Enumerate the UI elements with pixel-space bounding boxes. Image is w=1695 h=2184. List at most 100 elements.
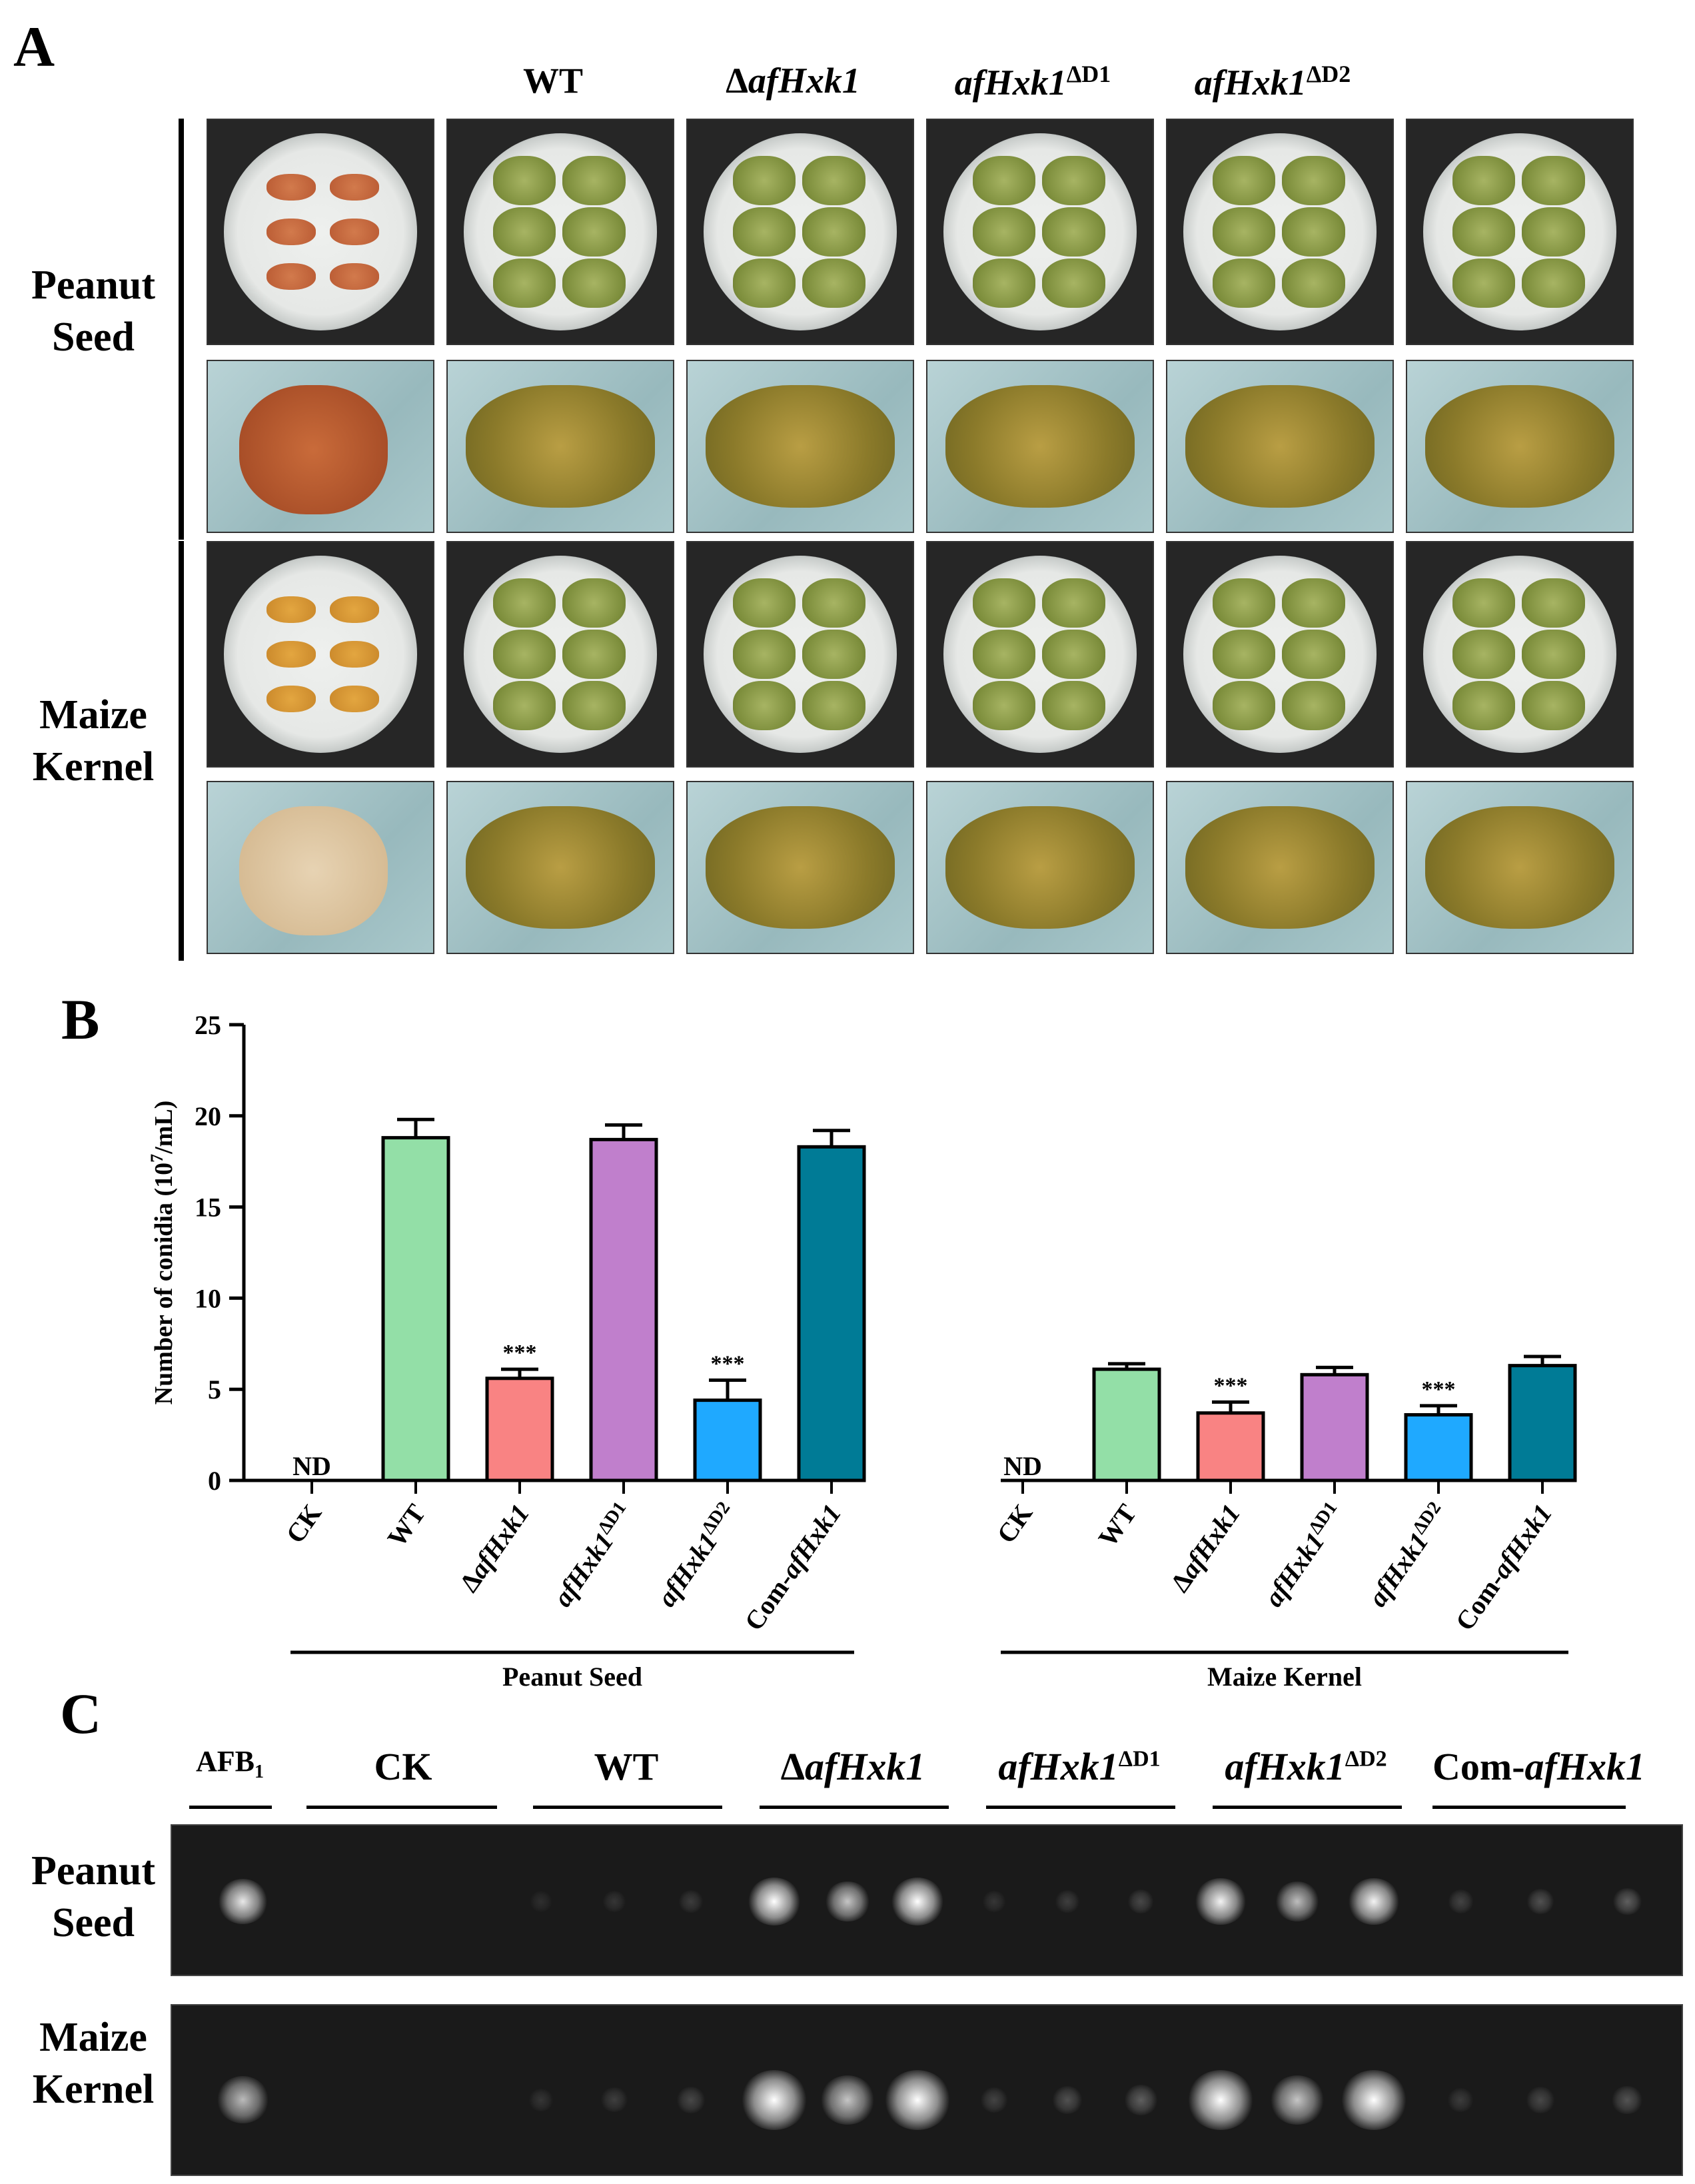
tlc-spot-1-5-1 xyxy=(1269,2075,1325,2125)
annotation-maize-0: ND xyxy=(1003,1451,1042,1481)
photo-maize-closeup-wt xyxy=(446,781,674,954)
photo-maize-dish-wt xyxy=(446,541,674,768)
photo-peanut-dish-afhxk1-d2 xyxy=(1166,119,1394,345)
tlc-spot-1-2-1 xyxy=(600,2087,628,2113)
gel-lane-underline-5 xyxy=(1213,1806,1402,1809)
photo-peanut-dish-afhxk1-d1 xyxy=(926,119,1154,345)
photo-peanut-closeup-afhxk1-d1 xyxy=(926,360,1154,533)
panel-b-letter: B xyxy=(61,987,100,1051)
panel-c-letter: C xyxy=(60,1682,102,1746)
tlc-spot-1-6-0 xyxy=(1446,2087,1474,2113)
y-tick-label-25: 25 xyxy=(195,1010,221,1040)
photo-maize-closeup-com-afhxk1 xyxy=(1406,781,1634,954)
tlc-spot-0-3-0 xyxy=(748,1878,801,1925)
photo-peanut-closeup-afhxk1-d2 xyxy=(1166,360,1394,533)
tlc-spot-1-4-0 xyxy=(979,2087,1009,2113)
col-header-afhxk1-d2: afHxk1ΔD2 xyxy=(1194,61,1351,103)
gel-lane-underline-2 xyxy=(533,1806,722,1809)
panel-a-letter: A xyxy=(13,15,55,79)
gel-lane-label-6: Com-afHxk1 xyxy=(1432,1745,1645,1788)
tlc-spot-0-3-2 xyxy=(891,1878,944,1925)
tlc-spot-1-2-0 xyxy=(528,2088,554,2112)
bar-maize-5 xyxy=(1508,1364,1577,1482)
x-label-maize-1: WT xyxy=(1092,1498,1142,1552)
y-tick-label-10: 10 xyxy=(195,1283,221,1313)
x-label-maize-5: Com-afHxk1 xyxy=(1449,1498,1558,1636)
tlc-spot-0-5-0 xyxy=(1195,1878,1247,1925)
gel-lane-label-0: AFB1 xyxy=(196,1745,264,1782)
photo-maize-dish-afhxk1-d1 xyxy=(926,541,1154,768)
bar-maize-2 xyxy=(1196,1411,1265,1482)
tlc-spot-0-4-0 xyxy=(982,1890,1006,1913)
tlc-spot-1-3-2 xyxy=(884,2069,951,2130)
y-tick-label-20: 20 xyxy=(195,1101,221,1131)
col-header-dafhxk1: ΔafHxk1 xyxy=(726,61,860,101)
bar-peanut-2 xyxy=(485,1376,554,1482)
gel-lane-label-1: CK xyxy=(374,1745,432,1788)
tlc-spot-0-5-1 xyxy=(1275,1882,1319,1921)
bar-maize-3 xyxy=(1300,1372,1369,1482)
row-bracket-peanut xyxy=(179,119,184,540)
photo-maize-closeup-afhxk1-d1 xyxy=(926,781,1154,954)
gel-lane-underline-4 xyxy=(986,1806,1175,1809)
photo-maize-dish-com-afhxk1 xyxy=(1406,541,1634,768)
gel-lane-label-2: WT xyxy=(594,1745,659,1788)
tlc-plate-maize xyxy=(171,2004,1683,2176)
tlc-spot-1-4-1 xyxy=(1051,2085,1083,2114)
photo-peanut-dish-dafhxk1 xyxy=(686,119,914,345)
bar-peanut-1 xyxy=(381,1136,450,1482)
tlc-spot-1-2-2 xyxy=(676,2087,706,2113)
tlc-spot-0-2-2 xyxy=(678,1890,704,1913)
photo-peanut-closeup-wt xyxy=(446,360,674,533)
tlc-spot-1-5-0 xyxy=(1187,2069,1254,2130)
photo-maize-dish-afhxk1-d2 xyxy=(1166,541,1394,768)
tlc-spot-0-2-1 xyxy=(602,1890,626,1913)
group-label-peanut: Peanut Seed xyxy=(502,1662,642,1692)
annotation-peanut-2: *** xyxy=(503,1341,537,1365)
annotation-maize-4: *** xyxy=(1422,1377,1456,1402)
gel-lane-underline-6 xyxy=(1432,1806,1626,1809)
photo-peanut-dish-wt xyxy=(446,119,674,345)
photo-maize-closeup-control xyxy=(207,781,434,954)
photo-maize-closeup-afhxk1-d2 xyxy=(1166,781,1394,954)
photo-peanut-closeup-control xyxy=(207,360,434,533)
gel-lane-label-5: afHxk1ΔD2 xyxy=(1225,1745,1387,1788)
photo-peanut-dish-control xyxy=(207,119,434,345)
row-label-maize: Maize Kernel xyxy=(32,692,155,790)
x-label-peanut-3: afHxk1ΔD1 xyxy=(546,1498,640,1612)
x-label-maize-3: afHxk1ΔD1 xyxy=(1257,1498,1351,1612)
tlc-spot-0-6-1 xyxy=(1526,1889,1554,1914)
gel-lane-label-3: ΔafHxk1 xyxy=(780,1745,925,1788)
bar-maize-4 xyxy=(1404,1413,1473,1482)
bar-maize-1 xyxy=(1092,1367,1161,1482)
tlc-spot-0-4-1 xyxy=(1055,1890,1080,1913)
bar-peanut-5 xyxy=(797,1145,866,1482)
x-label-maize-4: afHxk1ΔD2 xyxy=(1361,1498,1454,1612)
tlc-spot-1-6-1 xyxy=(1526,2087,1555,2113)
x-label-peanut-1: WT xyxy=(381,1498,431,1552)
x-label-maize-0: CK xyxy=(991,1498,1038,1548)
tlc-spot-1-3-0 xyxy=(741,2069,808,2130)
group-label-maize: Maize Kernel xyxy=(1207,1662,1362,1692)
x-label-maize-2: ΔafHxk1 xyxy=(1165,1498,1247,1597)
tlc-spot-1-3-1 xyxy=(820,2075,875,2125)
col-header-wt: WT xyxy=(522,61,584,101)
x-label-peanut-0: CK xyxy=(280,1498,327,1548)
gel-lane-underline-0 xyxy=(189,1806,272,1809)
gel-lane-underline-3 xyxy=(760,1806,949,1809)
photo-peanut-closeup-dafhxk1 xyxy=(686,360,914,533)
photo-peanut-dish-com-afhxk1 xyxy=(1406,119,1634,345)
y-tick-label-0: 0 xyxy=(208,1466,221,1496)
y-tick-label-15: 15 xyxy=(195,1193,221,1223)
tlc-spot-0-0-0 xyxy=(217,1879,268,1924)
photo-maize-closeup-dafhxk1 xyxy=(686,781,914,954)
conidia-bar-chart: 0 5 10 15 20 25 Number of conidia (107/mL) ND CK… xyxy=(147,1010,1577,1692)
bar-peanut-4 xyxy=(693,1398,762,1482)
tlc-spot-1-0-0 xyxy=(216,2076,269,2124)
tlc-plate-peanut xyxy=(171,1824,1683,1976)
gel-lane-label-4: afHxk1ΔD1 xyxy=(998,1745,1161,1788)
tlc-spot-0-5-2 xyxy=(1348,1878,1400,1925)
annotation-peanut-0: ND xyxy=(292,1451,331,1481)
photo-maize-dish-control xyxy=(207,541,434,768)
gel-lane-underline-1 xyxy=(306,1806,497,1809)
